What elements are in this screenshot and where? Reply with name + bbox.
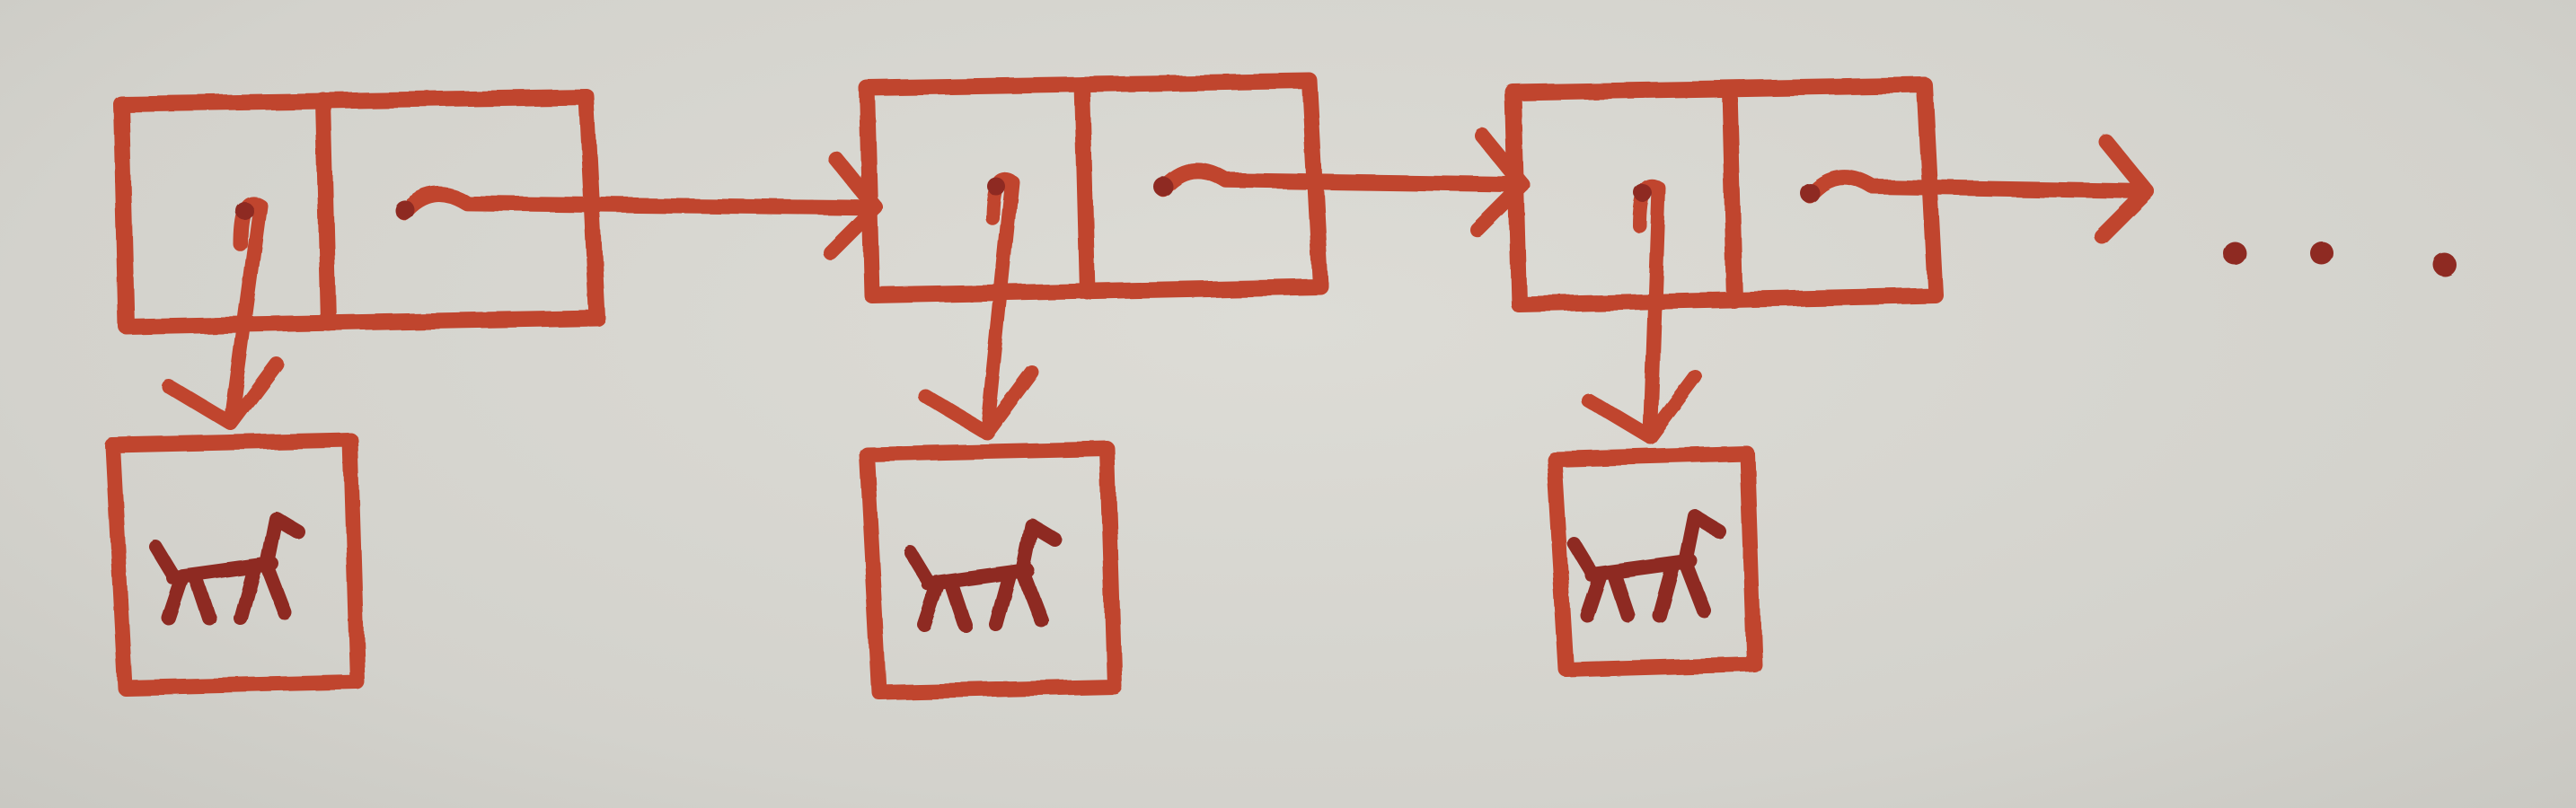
dog-icon (148, 512, 306, 625)
node-1-data-arrowhead (161, 356, 284, 431)
node-2-data-arrowhead (917, 365, 1039, 440)
dog-head (260, 512, 306, 571)
node-1-outline (113, 89, 605, 335)
ellipsis-dot-1 (2223, 242, 2246, 265)
dog-picture-frame (859, 441, 1123, 700)
dog-picture-box-1 (104, 432, 366, 696)
dog-tail (148, 539, 180, 583)
dog-front-leg-2 (1679, 557, 1712, 619)
dog-picture-frame (104, 432, 366, 696)
node-3-data-arrowhead (1580, 370, 1703, 444)
node-3-divider (1721, 81, 1742, 309)
node-1-next-pointer (396, 186, 884, 220)
node-3-data-dot (1634, 184, 1652, 202)
node-3-outline (1505, 77, 1944, 312)
node-3-data-pointer (1632, 179, 1666, 443)
dog-back-leg (161, 570, 190, 625)
dog-tail (904, 546, 936, 589)
dog-back-leg-2 (1607, 567, 1636, 623)
dog-picture-box-3 (1546, 445, 1762, 678)
dog-picture-box-2 (859, 441, 1123, 700)
node-1-next-dot (394, 199, 414, 220)
dog-icon (904, 518, 1062, 632)
dog-tail (1567, 537, 1599, 580)
dog-front-leg-2 (1016, 566, 1048, 628)
dog-front-leg-2 (260, 559, 293, 620)
node-3-next-arrowhead (2094, 134, 2155, 244)
node-1-data-dot (234, 201, 253, 219)
dog-back-leg (917, 576, 945, 632)
dog-back-leg-2 (944, 576, 972, 632)
node-3-next-pointer (1802, 170, 2155, 204)
dog-back-leg (1580, 567, 1609, 623)
node-2-divider (1074, 76, 1096, 300)
dog-picture-frame (1546, 445, 1762, 678)
dog-front-leg (233, 561, 261, 625)
list-node-1 (104, 89, 884, 696)
dog-icon (1567, 509, 1725, 623)
ellipsis-dot-2 (2310, 242, 2333, 265)
dog-front-leg (989, 567, 1017, 632)
node-2-outline (859, 73, 1328, 303)
node-2-data-dot (987, 177, 1005, 196)
ellipsis-dots (2223, 242, 2457, 277)
list-node-2 (859, 73, 1531, 700)
dog-head (1016, 518, 1062, 578)
node-2-next-pointer (1155, 162, 1531, 198)
ellipsis-dot-3 (2433, 253, 2457, 277)
node-3-next-dot (1800, 183, 1820, 203)
node-2-next-dot (1153, 176, 1173, 197)
node-1-divider (315, 92, 337, 331)
dog-front-leg (1652, 558, 1681, 623)
dog-head (1679, 509, 1725, 569)
dog-back-leg-2 (188, 570, 216, 625)
list-node-3 (1505, 77, 2155, 678)
